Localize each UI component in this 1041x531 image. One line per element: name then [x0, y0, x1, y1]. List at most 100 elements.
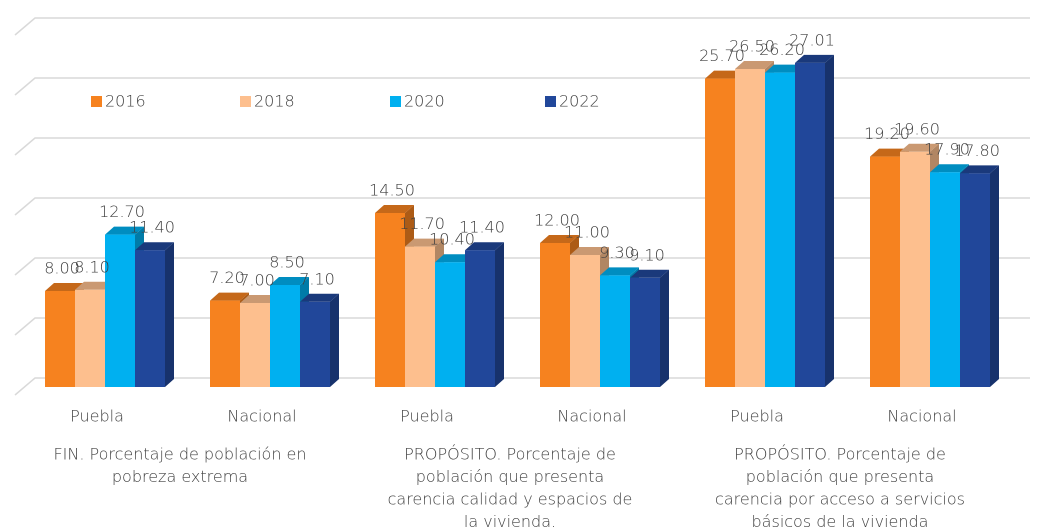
data-label: 8.50 [269, 253, 305, 272]
data-label: 7.10 [299, 269, 335, 288]
bar [930, 172, 960, 387]
bar-side [495, 242, 504, 387]
bar-top [540, 235, 579, 243]
bar-top [270, 277, 309, 285]
data-label: 17.80 [954, 141, 1000, 160]
bar-side [330, 293, 339, 387]
bar [210, 300, 240, 387]
bar-top [435, 254, 474, 263]
bar [960, 173, 990, 387]
grid-line [14, 317, 1030, 336]
bar [105, 234, 135, 387]
group-label: básicos de la vivienda [752, 512, 929, 531]
bar-top [900, 143, 939, 152]
bar-side [660, 269, 669, 387]
bar-top [75, 281, 114, 290]
bar-side [990, 165, 999, 387]
grid-line [14, 257, 1030, 276]
x-tick-label: Puebla [70, 407, 124, 426]
group-label: PROPÓSITO. Porcentaje de [734, 445, 946, 464]
data-label: 14.50 [369, 181, 415, 200]
legend-label: 2022 [559, 92, 600, 111]
bar-top [600, 267, 639, 276]
x-tick-label: Puebla [400, 407, 454, 426]
bar-side [825, 54, 834, 387]
data-label: 11.00 [564, 223, 610, 242]
group-label: población que presenta [746, 467, 934, 486]
bar-top [240, 295, 279, 303]
bar [870, 156, 900, 387]
x-tick-label: Nacional [887, 407, 956, 426]
data-label: 26.50 [729, 37, 775, 56]
bar-top [405, 238, 444, 247]
bar [570, 255, 600, 387]
data-label: 11.70 [399, 214, 445, 233]
bar-side [165, 242, 174, 387]
bar-top [465, 242, 504, 251]
bar-top [45, 283, 84, 291]
bar-top [930, 164, 969, 173]
data-label: 25.70 [699, 46, 745, 65]
grid-line [14, 377, 1030, 396]
x-tick-label: Puebla [730, 407, 784, 426]
data-label: 7.20 [209, 268, 245, 287]
bar [75, 289, 105, 387]
bar [240, 303, 270, 387]
grid-line [14, 197, 1030, 216]
bar-top [105, 226, 144, 235]
data-label: 19.20 [864, 124, 910, 143]
bar [630, 277, 660, 387]
data-label: 19.60 [894, 119, 940, 138]
grid-line [14, 17, 1030, 36]
group-label: población que presenta [416, 467, 604, 486]
x-tick-label: Nacional [227, 407, 296, 426]
data-label: 26.20 [759, 40, 805, 59]
bar [45, 291, 75, 387]
bar [435, 262, 465, 387]
bar-top [735, 61, 774, 69]
group-label: carencia calidad y espacios de [388, 490, 633, 509]
bar [705, 78, 735, 387]
bar-top [795, 54, 834, 63]
data-label: 8.10 [74, 257, 110, 276]
legend-swatch [390, 96, 401, 107]
grid-line [14, 137, 1030, 156]
group-label: FIN. Porcentaje de población en [53, 445, 306, 464]
legend-label: 2018 [254, 92, 295, 111]
bar [465, 250, 495, 387]
legend-swatch [240, 96, 251, 107]
data-label: 9.10 [629, 245, 665, 264]
bar [270, 285, 300, 387]
grid-line [14, 77, 1030, 96]
bar [405, 246, 435, 387]
bar [900, 151, 930, 387]
legend-label: 2016 [105, 92, 146, 111]
group-label: pobreza extrema [112, 467, 248, 486]
data-label: 11.40 [129, 218, 175, 237]
bar [375, 213, 405, 387]
bar [795, 62, 825, 387]
group-label: carencia por acceso a servicios [715, 490, 965, 509]
group-label: la vivienda. [464, 512, 556, 531]
legend-label: 2020 [404, 92, 445, 111]
data-label: 17.90 [924, 140, 970, 159]
x-tick-label: Nacional [557, 407, 626, 426]
bar-top [210, 292, 249, 301]
bar [540, 243, 570, 387]
data-label: 8.00 [44, 259, 80, 278]
bar [135, 250, 165, 387]
bar-top [960, 165, 999, 174]
data-label: 7.00 [239, 271, 275, 290]
bar [765, 72, 795, 387]
bar-top [765, 64, 804, 73]
bar [300, 301, 330, 387]
bar-top [300, 293, 339, 302]
data-label: 11.40 [459, 218, 505, 237]
bar-top [375, 205, 414, 213]
bar-top [570, 247, 609, 255]
data-label: 12.70 [99, 202, 145, 221]
bar-top [705, 70, 744, 79]
bar-top [630, 269, 669, 278]
bar-top [135, 242, 174, 251]
